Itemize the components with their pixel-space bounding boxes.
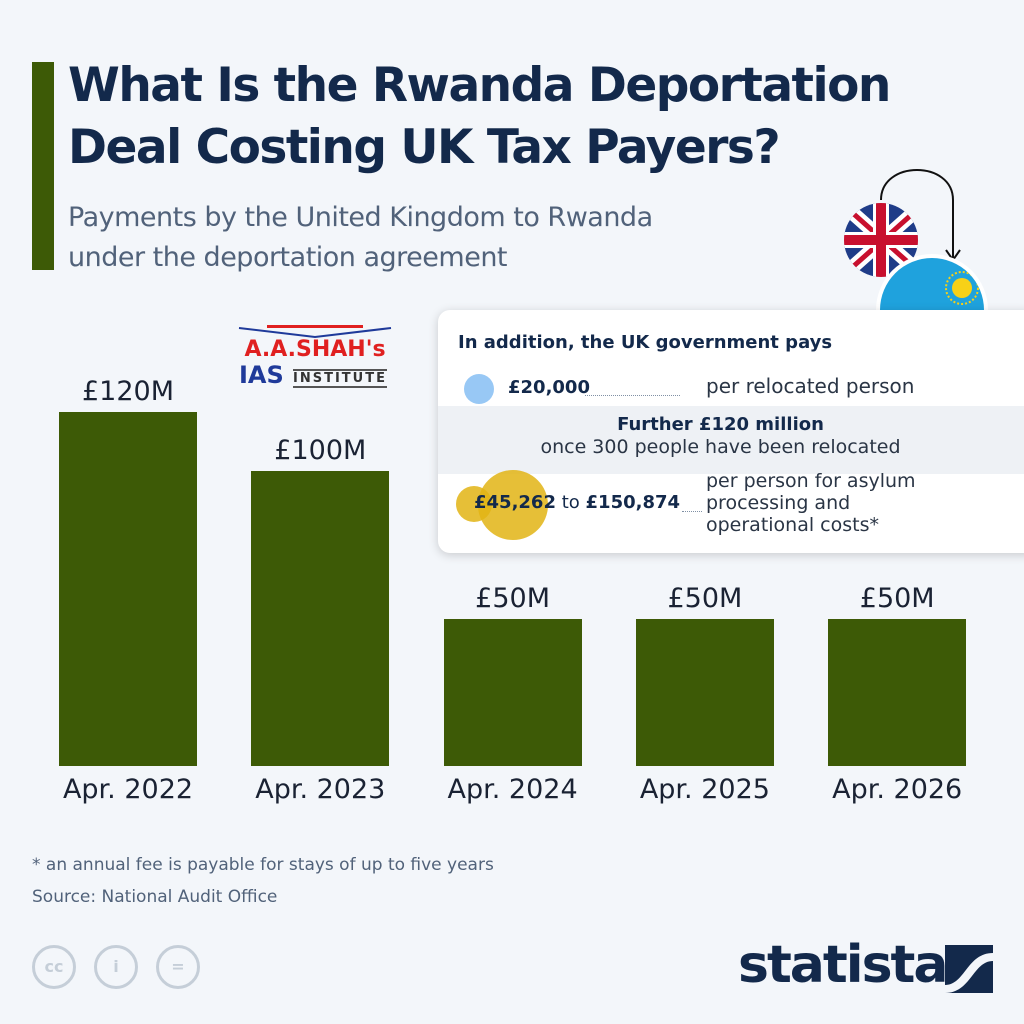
gold-circle-large-icon [478,470,548,540]
amount-high: £150,874 [585,492,681,513]
dotted-leader [585,395,680,396]
blue-circle-icon [464,374,494,404]
bar-2 [443,618,582,766]
asylum-cost-range: £45,262 to £150,874 [474,492,680,513]
asylum-desc-line-3: operational costs* [706,514,880,536]
statista-wordmark[interactable]: statista [738,935,948,995]
source-note: Source: National Audit Office [32,887,278,907]
attribution-icon[interactable]: i [94,945,138,989]
asylum-desc: per person for asylum processing and ope… [706,470,916,536]
bar-3 [635,618,774,766]
per-person-desc: per relocated person [706,374,915,398]
amount-low: £45,262 [474,492,556,513]
bar-4 [828,618,967,766]
shah-ias-logo: A.A.SHAH's IAS INSTITUTE [237,325,393,390]
bar-value-label: £50M [475,582,551,614]
info-box: In addition, the UK government pays £20,… [438,310,1024,553]
further-heading: Further £120 million [617,414,824,435]
statista-logo-icon[interactable] [945,945,993,993]
page-subtitle: Payments by the United Kingdom to Rwanda… [68,198,653,278]
x-tick-label: Apr. 2026 [832,774,963,805]
bar-0 [59,412,197,766]
logo-ias: IAS [239,361,284,389]
title-line-1: What Is the Rwanda Deportation [68,58,891,113]
x-tick-label: Apr. 2023 [255,774,386,805]
info-row-further: Further £120 million once 300 people hav… [438,406,1024,474]
bar-value-label: £50M [859,582,935,614]
x-tick-label: Apr. 2025 [639,774,770,805]
amount-20000: £20,000 [508,377,590,398]
info-heading: In addition, the UK government pays [458,332,833,353]
dotted-leader-2 [682,511,702,512]
page-title: What Is the Rwanda Deportation Deal Cost… [68,55,891,179]
cc-icon[interactable]: cc [32,945,76,989]
subtitle-line-1: Payments by the United Kingdom to Rwanda [68,202,653,233]
range-to: to [561,492,580,513]
logo-institute: INSTITUTE [293,369,387,388]
subtitle-line-2: under the deportation agreement [68,242,508,273]
x-tick-label: Apr. 2024 [447,774,578,805]
asylum-desc-line-2: processing and [706,492,851,514]
bar-1 [251,471,390,766]
accent-bar [32,62,54,270]
x-tick-label: Apr. 2022 [62,774,194,805]
further-desc: once 300 people have been relocated [540,436,901,458]
no-derivatives-icon[interactable]: = [156,945,200,989]
logo-name: A.A.SHAH's [244,337,386,362]
asylum-desc-line-1: per person for asylum [706,470,916,492]
info-row-per-person: £20,000 per relocated person [438,368,1024,408]
footnote: * an annual fee is payable for stays of … [32,855,494,875]
curved-arrow-icon [880,169,954,258]
bar-value-label: £50M [667,582,743,614]
bar-value-label: £120M [81,376,174,407]
logo-roof-icon [238,325,392,339]
title-line-2: Deal Costing UK Tax Payers? [68,120,781,175]
bar-value-label: £100M [274,435,367,466]
